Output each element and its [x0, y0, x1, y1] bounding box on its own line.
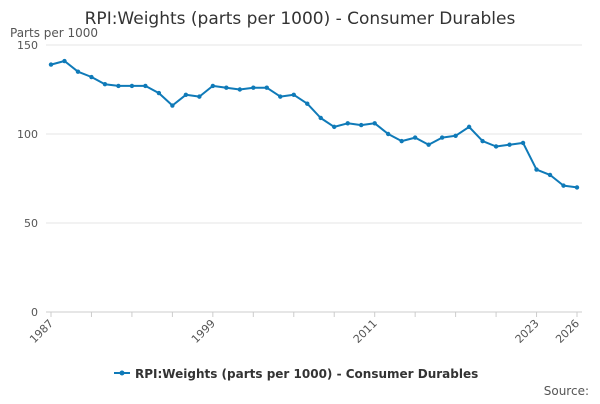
- data-point[interactable]: [520, 140, 526, 146]
- data-point[interactable]: [89, 74, 94, 80]
- data-point[interactable]: [129, 83, 135, 89]
- data-point[interactable]: [116, 83, 121, 89]
- x-tick-label: 1987: [27, 317, 56, 346]
- source-label: Source:: [544, 384, 589, 398]
- data-point[interactable]: [453, 133, 458, 138]
- data-point[interactable]: [48, 62, 54, 67]
- legend[interactable]: RPI:Weights (parts per 1000) - Consumer …: [114, 367, 478, 381]
- data-point[interactable]: [439, 135, 445, 140]
- data-point[interactable]: [62, 58, 67, 64]
- y-tick-label: 100: [17, 128, 38, 141]
- legend-label: RPI:Weights (parts per 1000) - Consumer …: [135, 367, 478, 381]
- legend-marker: [119, 370, 125, 376]
- data-point[interactable]: [305, 101, 310, 106]
- data-point[interactable]: [426, 142, 431, 147]
- data-point[interactable]: [75, 69, 81, 74]
- series-line: [50, 60, 578, 189]
- data-point[interactable]: [547, 172, 553, 178]
- data-point[interactable]: [237, 87, 243, 92]
- data-point[interactable]: [143, 83, 148, 89]
- data-point[interactable]: [561, 183, 566, 188]
- data-point[interactable]: [345, 121, 350, 126]
- data-point[interactable]: [156, 90, 162, 96]
- y-tick-label: 150: [17, 39, 38, 52]
- y-axis-ticks: 0 50 100 150: [17, 39, 38, 319]
- data-point[interactable]: [480, 138, 485, 144]
- series-group: [48, 58, 580, 190]
- data-point[interactable]: [534, 167, 539, 172]
- data-point[interactable]: [278, 94, 283, 99]
- chart-title: RPI:Weights (parts per 1000) - Consumer …: [85, 9, 516, 29]
- data-point[interactable]: [318, 115, 323, 121]
- data-point[interactable]: [251, 85, 256, 90]
- x-axis-ticks: 1987 1999 2011 2023 2026: [27, 312, 582, 346]
- x-tick-label: 2026: [553, 317, 582, 346]
- data-point[interactable]: [264, 85, 269, 90]
- data-point[interactable]: [385, 131, 391, 137]
- data-point[interactable]: [102, 81, 108, 87]
- data-point[interactable]: [197, 94, 202, 99]
- data-point[interactable]: [466, 124, 472, 130]
- data-point[interactable]: [170, 103, 175, 108]
- data-point[interactable]: [210, 83, 216, 89]
- grid-lines: [46, 44, 582, 224]
- y-tick-label: 0: [31, 306, 38, 319]
- x-tick-label: 2023: [513, 317, 542, 346]
- data-point[interactable]: [332, 124, 337, 130]
- data-point[interactable]: [291, 92, 296, 98]
- data-point[interactable]: [224, 85, 229, 90]
- data-point[interactable]: [412, 135, 418, 140]
- data-point[interactable]: [493, 144, 499, 149]
- y-axis-label: Parts per 1000: [10, 26, 98, 40]
- x-tick-label: 2011: [351, 317, 380, 346]
- data-point[interactable]: [359, 122, 364, 128]
- data-point[interactable]: [399, 138, 404, 144]
- data-point[interactable]: [507, 142, 512, 147]
- y-tick-label: 50: [24, 217, 38, 230]
- data-point[interactable]: [183, 92, 189, 98]
- data-point[interactable]: [372, 121, 377, 126]
- data-point[interactable]: [574, 185, 580, 190]
- x-tick-label: 1999: [189, 317, 218, 346]
